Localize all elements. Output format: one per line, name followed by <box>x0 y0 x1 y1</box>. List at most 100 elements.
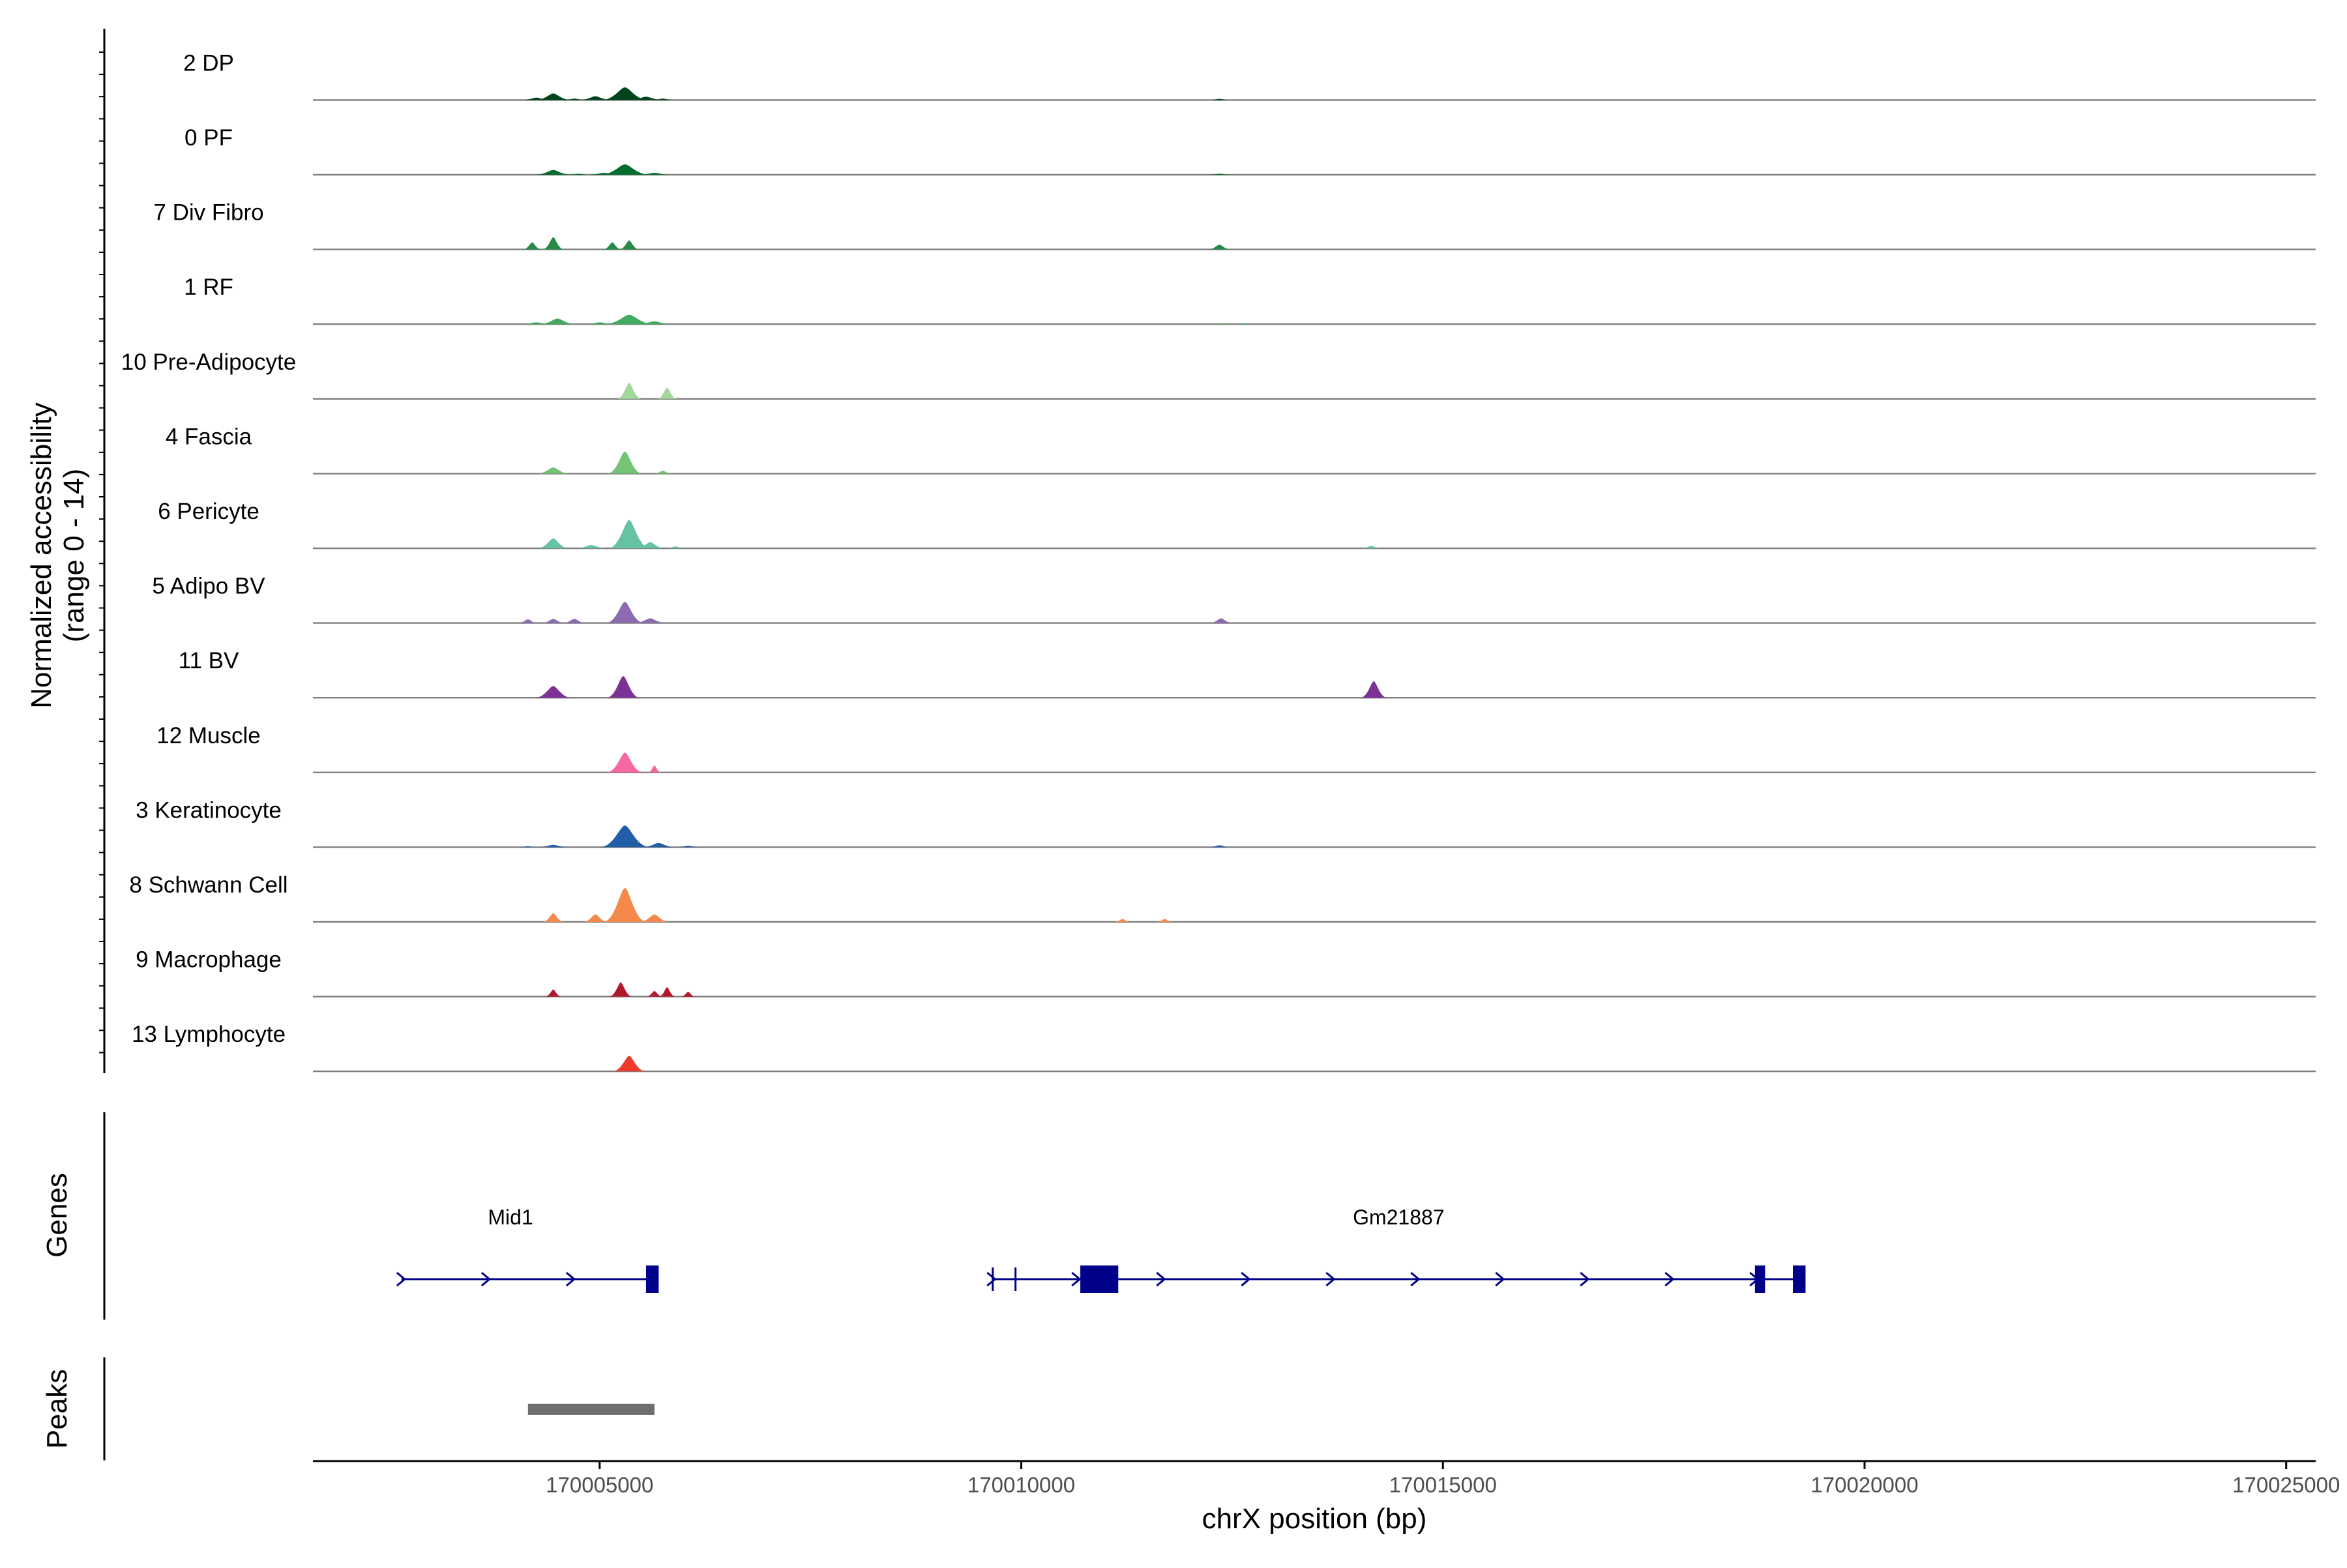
coverage-peak <box>606 752 644 773</box>
track-8: 5 Adipo BV <box>152 574 2316 624</box>
y-axis-title-line1: Normalized accessibility <box>25 402 57 708</box>
coverage-peak <box>538 844 568 848</box>
coverage-peak <box>639 914 670 922</box>
coverage-peak <box>1207 244 1232 250</box>
track-label: 2 DP <box>183 50 234 76</box>
coverage-peak <box>599 164 651 175</box>
coverage-peak <box>536 467 570 474</box>
coverage-peak <box>535 170 572 175</box>
strand-arrow <box>1410 1271 1421 1287</box>
coverage-peak <box>604 314 655 325</box>
strand-arrow <box>1325 1271 1336 1287</box>
coverage-peak <box>1360 681 1387 698</box>
track-13: 9 Macrophage <box>136 947 2316 998</box>
coverage-peak <box>539 318 576 325</box>
coverage-peak <box>1207 98 1232 100</box>
accessibility-tracks: 2 DP 0 PF 7 Div Fibro 1 RF 10 Pre-Adipocyte 4… <box>121 50 2316 1072</box>
coverage-peak <box>607 451 643 474</box>
coverage-peak <box>627 96 665 100</box>
coverage-peak <box>653 471 673 474</box>
x-tick-label: 170020000 <box>1810 1473 1918 1497</box>
x-tick-label: 170010000 <box>967 1473 1075 1497</box>
strand-arrow <box>986 1271 997 1287</box>
track-label: 12 Muscle <box>156 723 261 748</box>
coverage-peak <box>582 322 617 325</box>
gene-exon <box>1754 1265 1765 1293</box>
coverage-peak <box>537 538 570 548</box>
coverage-peak <box>645 990 663 997</box>
track-1: 2 DP <box>183 50 2316 101</box>
coverage-peak <box>1360 546 1383 548</box>
track-label: 10 Pre-Adipocyte <box>121 349 296 375</box>
peak-region <box>527 1404 655 1415</box>
track-3: 7 Div Fibro <box>153 200 2316 250</box>
track-6: 4 Fascia <box>166 424 2316 475</box>
gene-exon <box>992 1267 994 1291</box>
coverage-peak <box>602 242 622 250</box>
gene-exon <box>1014 1267 1017 1291</box>
strand-arrow <box>565 1271 576 1287</box>
strand-arrow <box>1156 1271 1166 1287</box>
coverage-peak <box>1209 618 1233 623</box>
gene-exon <box>1793 1265 1806 1293</box>
track-label: 9 Macrophage <box>136 947 282 973</box>
coverage-peak <box>606 676 640 698</box>
coverage-peak <box>1234 323 1255 325</box>
strand-arrow <box>1241 1271 1251 1287</box>
coverage-peak <box>1207 845 1232 848</box>
track-10: 12 Muscle <box>156 723 2316 774</box>
track-label: 7 Div Fibro <box>153 200 263 226</box>
track-9: 11 BV <box>179 648 2316 699</box>
gene-exon <box>645 1265 659 1293</box>
coverage-peak <box>518 619 539 623</box>
coverage-peak <box>657 387 677 399</box>
coverage-peak <box>642 842 676 848</box>
gene-gm21887: Gm21887 <box>986 1206 1806 1293</box>
coverage-peak <box>616 383 642 399</box>
track-label: 5 Adipo BV <box>152 574 265 599</box>
coverage-peak <box>612 1056 646 1072</box>
coverage-peak <box>647 765 662 773</box>
track-label: 11 BV <box>179 648 239 673</box>
coverage-peak <box>619 240 640 250</box>
track-label: 4 Fascia <box>166 424 252 449</box>
coverage-peak <box>609 983 633 997</box>
x-axis: chrX position (bp) 170005000 170010000 170… <box>313 1460 2340 1535</box>
coverage-peak <box>599 825 651 848</box>
coverage-peak <box>1207 173 1232 175</box>
gene-exon <box>1080 1265 1119 1293</box>
accessibility-y-axis: Normalized accessibility (range 0 - 14) <box>25 29 106 1073</box>
coverage-peak <box>665 546 686 548</box>
coverage-peak <box>680 992 696 997</box>
genes-panel-title: Genes <box>41 1173 73 1258</box>
coverage-peak <box>542 913 565 922</box>
x-axis-title: chrX position (bp) <box>1202 1503 1427 1535</box>
track-4: 1 RF <box>184 274 2316 325</box>
strand-arrow <box>1495 1271 1505 1287</box>
strand-arrow <box>1664 1271 1675 1287</box>
coverage-peak <box>523 242 542 250</box>
gene-mid1: Mid1 <box>396 1206 659 1293</box>
gene-label: Mid1 <box>488 1206 533 1229</box>
coverage-peak <box>535 686 572 698</box>
coverage-peak <box>1209 323 1235 325</box>
coverage-peak <box>635 542 666 548</box>
genes-panel: Genes Mid1 Gm21887 <box>41 1112 1806 1320</box>
strand-arrow <box>480 1271 492 1287</box>
track-2: 0 PF <box>185 125 2316 176</box>
y-axis-title-line2: (range 0 - 14) <box>58 469 90 643</box>
x-tick-label: 170025000 <box>2232 1473 2340 1497</box>
track-label: 1 RF <box>184 274 233 300</box>
track-5: 10 Pre-Adipocyte <box>121 349 2316 400</box>
coverage-peak <box>544 989 562 997</box>
coverage-peak <box>541 619 565 623</box>
coverage-peak <box>601 87 649 100</box>
coverage-peak <box>518 846 539 848</box>
coverage-peak <box>605 602 645 623</box>
coverage-peak <box>650 98 676 100</box>
x-tick-label: 170005000 <box>546 1473 653 1497</box>
track-label: 6 Pericyte <box>158 499 259 524</box>
strand-arrow <box>1580 1271 1590 1287</box>
